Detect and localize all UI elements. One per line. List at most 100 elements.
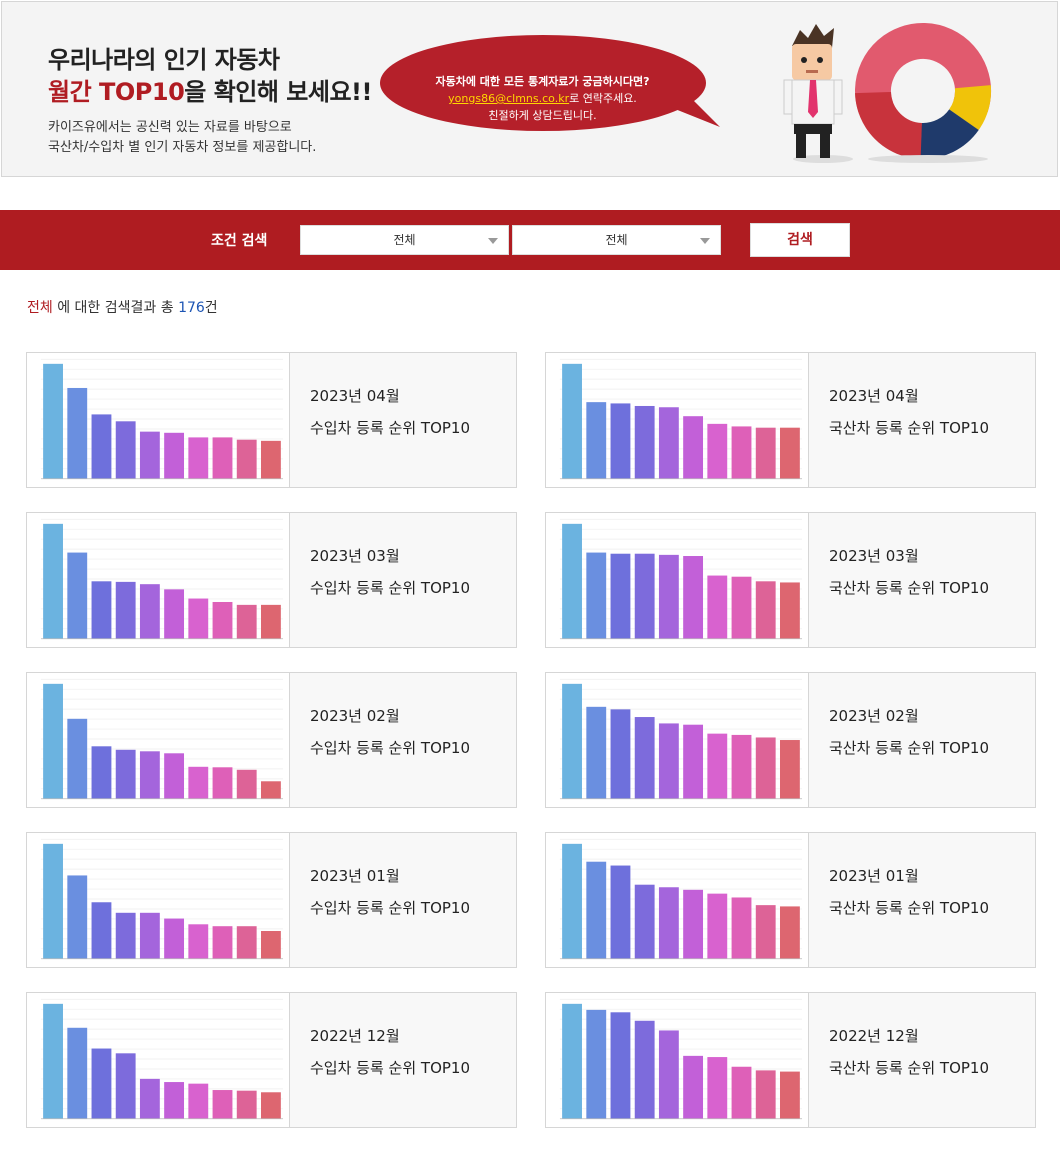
chart-bar-3 (610, 403, 631, 479)
chart-bar-2 (586, 706, 607, 799)
ranking-card[interactable]: 2023년 01월 국산차 등록 순위 TOP10 (545, 832, 1036, 968)
card-title: 수입차 등록 순위 TOP10 (310, 739, 471, 757)
brand-select-value: 전체 (605, 233, 628, 247)
chart-bar-1 (43, 683, 63, 799)
ranking-bar-chart (27, 513, 290, 647)
chart-bar-3 (91, 1048, 112, 1119)
chart-bar-4 (115, 581, 136, 639)
ranking-card[interactable]: 2023년 03월 국산차 등록 순위 TOP10 (545, 512, 1036, 648)
card-title: 국산차 등록 순위 TOP10 (829, 739, 990, 757)
chart-bar-6 (164, 589, 185, 639)
chart-bar-8 (731, 576, 752, 639)
chart-bar-7 (707, 893, 728, 959)
chart-bar-10 (779, 427, 800, 479)
speech-bubble-shape (380, 35, 720, 131)
chart-bar-6 (683, 556, 704, 639)
ranking-card[interactable]: 2023년 04월 수입차 등록 순위 TOP10 (26, 352, 517, 488)
card-title: 국산차 등록 순위 TOP10 (829, 579, 990, 597)
chart-bar-1 (43, 523, 63, 639)
chart-bar-8 (212, 1090, 233, 1119)
chart-bar-10 (779, 740, 800, 799)
chart-bar-6 (164, 753, 185, 799)
donut-chart-icon (855, 23, 992, 163)
card-title: 수입차 등록 순위 TOP10 (310, 1059, 471, 1077)
chart-bar-10 (260, 604, 281, 639)
chart-bar-5 (139, 584, 160, 639)
result-count: 176 (178, 300, 205, 316)
chart-bar-1 (562, 523, 582, 639)
chart-bar-10 (260, 781, 281, 799)
bubble-line3: 친절하게 상담드립니다. (488, 109, 597, 122)
chart-bar-8 (731, 426, 752, 479)
card-month: 2023년 04월 (310, 387, 400, 405)
chart-bar-5 (658, 554, 679, 639)
chart-bar-7 (188, 766, 209, 799)
ranking-card[interactable]: 2023년 03월 수입차 등록 순위 TOP10 (26, 512, 517, 648)
banner-title-rest: 을 확인해 보세요!! (184, 78, 372, 106)
ranking-card[interactable]: 2022년 12월 수입차 등록 순위 TOP10 (26, 992, 517, 1128)
chart-bar-7 (707, 1057, 728, 1119)
card-title: 국산차 등록 순위 TOP10 (829, 1059, 990, 1077)
card-month: 2023년 03월 (310, 547, 400, 565)
chart-bar-10 (260, 440, 281, 479)
card-month: 2023년 01월 (310, 867, 400, 885)
chart-bar-9 (755, 905, 776, 959)
chart-bar-8 (212, 437, 233, 479)
card-month: 2023년 04월 (829, 387, 919, 405)
search-button[interactable]: 검색 (750, 223, 850, 257)
card-title: 수입차 등록 순위 TOP10 (310, 579, 471, 597)
chart-bar-2 (67, 875, 88, 959)
ranking-bar-chart (546, 993, 809, 1127)
chart-bar-8 (212, 601, 233, 639)
chart-bar-4 (115, 421, 136, 479)
chart-bar-2 (586, 552, 607, 639)
ranking-bar-chart (27, 833, 290, 967)
chart-bar-2 (67, 552, 88, 639)
ranking-card[interactable]: 2023년 02월 국산차 등록 순위 TOP10 (545, 672, 1036, 808)
chart-bar-2 (67, 1027, 88, 1119)
brand-select[interactable]: 전체 (512, 225, 721, 255)
chart-bar-9 (236, 926, 257, 959)
category-select[interactable]: 전체 (300, 225, 509, 255)
chart-bar-9 (236, 439, 257, 479)
card-title: 국산차 등록 순위 TOP10 (829, 899, 990, 917)
chevron-down-icon (700, 238, 710, 244)
card-month: 2022년 12월 (310, 1027, 400, 1045)
search-bar: 조건 검색 전체 전체 검색 (0, 210, 1060, 270)
contact-email-link[interactable]: yongs86@clmns.co.kr (448, 92, 570, 105)
chevron-down-icon (488, 238, 498, 244)
card-month: 2023년 01월 (829, 867, 919, 885)
chart-bar-7 (707, 423, 728, 479)
chart-bar-6 (164, 1082, 185, 1119)
chart-bar-6 (164, 432, 185, 479)
banner-title-line1: 우리나라의 인기 자동차 (48, 46, 280, 74)
chart-bar-9 (755, 737, 776, 799)
chart-bar-10 (779, 1071, 800, 1119)
card-month: 2023년 02월 (829, 707, 919, 725)
chart-bar-4 (634, 717, 655, 799)
ranking-card[interactable]: 2023년 01월 수입차 등록 순위 TOP10 (26, 832, 517, 968)
card-title: 수입차 등록 순위 TOP10 (310, 899, 471, 917)
ranking-bar-chart (27, 353, 290, 487)
ranking-bar-chart (546, 833, 809, 967)
ranking-bar-chart (27, 673, 290, 807)
chart-bar-9 (236, 604, 257, 639)
ranking-bar-chart (27, 993, 290, 1127)
chart-bar-2 (586, 402, 607, 479)
banner-title-line2: 월간 TOP10을 확인해 보세요!! (48, 72, 372, 107)
banner-desc-line2: 국산차/수입차 별 인기 자동차 정보를 제공합니다. (48, 140, 317, 155)
chart-bar-9 (236, 769, 257, 799)
chart-bar-6 (683, 1055, 704, 1119)
chart-bar-9 (755, 1070, 776, 1119)
chart-bar-6 (683, 416, 704, 479)
bubble-line1: 자동차에 대한 모든 통계자료가 궁금하시다면? (435, 75, 650, 88)
chart-bar-3 (91, 746, 112, 799)
ranking-card[interactable]: 2022년 12월 국산차 등록 순위 TOP10 (545, 992, 1036, 1128)
ranking-card[interactable]: 2023년 02월 수입차 등록 순위 TOP10 (26, 672, 517, 808)
ranking-card[interactable]: 2023년 04월 국산차 등록 순위 TOP10 (545, 352, 1036, 488)
contact-speech-bubble: 자동차에 대한 모든 통계자료가 궁금하시다면? yongs86@clmns.c… (380, 35, 722, 135)
chart-bar-4 (115, 749, 136, 799)
chart-bar-2 (586, 1009, 607, 1119)
chart-bar-5 (139, 751, 160, 799)
chart-bar-2 (586, 861, 607, 959)
